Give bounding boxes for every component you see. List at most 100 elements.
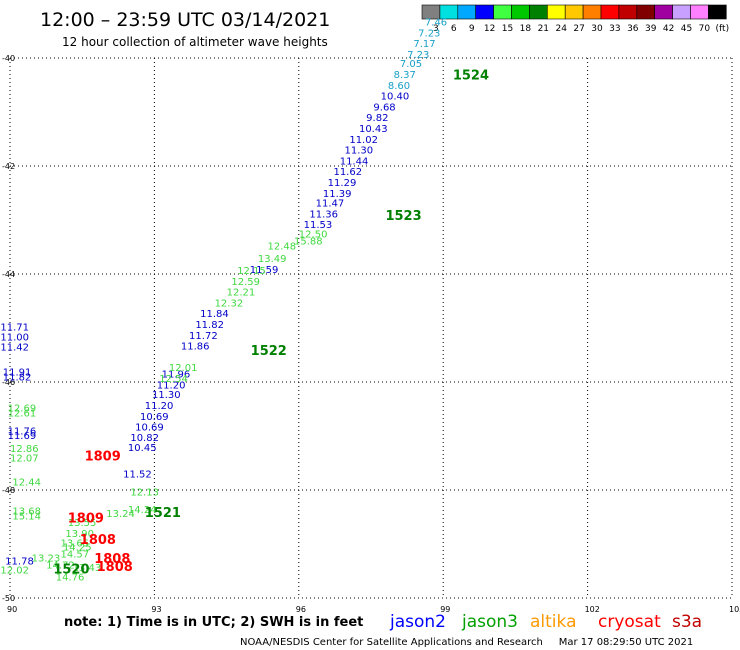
x-tick-label: 105 (729, 605, 740, 614)
data-point-label: 12.50 (299, 229, 328, 240)
data-point-label: 10.40 (381, 92, 410, 103)
data-point-label: 12.13 (130, 487, 159, 498)
track-label: 1520 (53, 563, 89, 578)
data-point-label: 10.69 (135, 423, 164, 434)
legend-item: jason3 (461, 612, 518, 632)
chart-title: 12:00 – 23:59 UTC 03/14/2021 (40, 9, 330, 31)
data-point-label: 13.49 (258, 254, 287, 265)
colorbar-swatch (457, 4, 476, 20)
colorbar-label: 36 (627, 24, 639, 34)
data-point-label: 11.86 (181, 342, 210, 353)
colorbar-label: (ft) (716, 24, 730, 34)
colorbar-label: 21 (538, 24, 549, 34)
legend-item: altika (530, 612, 577, 632)
data-point-label: 7.17 (413, 39, 435, 50)
data-point-label: 12.07 (10, 453, 39, 464)
colorbar-swatch (475, 4, 494, 20)
colorbar-label: 45 (681, 24, 692, 34)
data-point-label: 9.82 (366, 113, 388, 124)
colorbar-swatch (654, 4, 673, 20)
chart-footer: NOAA/NESDIS Center for Satellite Applica… (240, 637, 693, 648)
data-point-label: 11.29 (328, 178, 357, 189)
data-point-label: 10.45 (128, 443, 157, 454)
y-tick-label: -40 (2, 54, 15, 63)
data-point-label: 11.36 (309, 209, 338, 220)
data-point-label: 12.01 (169, 363, 198, 374)
data-point-label: 13.65 (61, 539, 90, 550)
data-point-label: 7.46 (425, 18, 447, 29)
grid: 90 93 96 99 102 105 -40 -42 -44 -46 -48 -50 (2, 54, 740, 614)
y-tick-label: -48 (2, 486, 15, 495)
legend: jason2 jason3 altika cryosat s3a (389, 612, 702, 632)
data-point-label: 8.60 (388, 81, 410, 92)
colorbar-label: 33 (609, 24, 620, 34)
colorbar-swatch (511, 4, 530, 20)
data-point-label: 1808 (94, 552, 130, 567)
data-point-label: 11.62 (333, 167, 362, 178)
data-point-label: 11.71 (0, 323, 29, 334)
data-point-label: 12.69 (8, 404, 37, 415)
data-point-label: 11.44 (340, 156, 369, 167)
data-point-label: 15.88 (294, 236, 323, 247)
data-point-label: 7.23 (407, 50, 429, 61)
data-point-label: 13.23 (32, 553, 61, 564)
track-label: 1522 (251, 344, 287, 359)
colorbar-swatch (529, 4, 548, 20)
colorbar-label: 15 (502, 24, 513, 34)
data-point-label: 11.76 (8, 426, 37, 437)
colorbar-label: 39 (645, 24, 657, 34)
data-point-label: 11.59 (250, 265, 279, 276)
data-point-label: 14.24 (128, 505, 157, 516)
data-point-label: 11.47 (316, 199, 345, 210)
data-point-label: 12.86 (10, 444, 39, 455)
data-point-label: 12.44 (12, 478, 41, 489)
colorbar-swatch (618, 4, 638, 20)
colorbar-swatch (636, 4, 655, 20)
data-point-label: 11.52 (123, 470, 152, 481)
data-point-label: 11.00 (0, 332, 29, 343)
legend-item: jason2 (389, 612, 446, 632)
data-point-label: 11.02 (349, 135, 378, 146)
colorbar-label: 27 (573, 24, 584, 34)
data-point-label: 11.69 (8, 431, 37, 442)
data-point-label: 13.90 (65, 529, 94, 540)
colorbar-swatch (600, 4, 620, 20)
data-point-label: 14.25 (63, 542, 92, 553)
data-point-label: 1808 (97, 560, 133, 575)
data-point-label: 8.37 (394, 70, 416, 81)
data-point-label: 12.59 (231, 277, 260, 288)
data-point-label: 14.57 (61, 550, 90, 561)
data-point-label: 13.68 (12, 506, 41, 517)
data-point-label: 11.84 (200, 309, 229, 320)
data-point-label: 10.43 (359, 124, 388, 135)
x-tick-label: 99 (440, 605, 450, 614)
data-point-label: 11.96 (162, 370, 191, 381)
chart-note: note: 1) Time is in UTC; 2) SWH is in fe… (64, 615, 363, 630)
y-tick-label: -44 (2, 270, 15, 279)
colorbar-label: 42 (663, 24, 674, 34)
y-tick-label: -42 (2, 162, 15, 171)
colorbar-label: 70 (699, 24, 711, 34)
legend-item: cryosat (598, 612, 661, 632)
track-label: 1523 (385, 209, 421, 224)
y-tick-label: -46 (2, 378, 15, 387)
data-point-label: 1809 (68, 511, 104, 526)
colorbar-swatch (493, 4, 512, 20)
data-point-label: 14.72 (46, 560, 75, 571)
data-point-label: 15.14 (12, 512, 41, 523)
data-point-label: 12.32 (215, 298, 244, 309)
colorbar-label: 3 (433, 24, 439, 34)
colorbar-label: 24 (555, 24, 567, 34)
data-point-label: 12.02 (0, 566, 29, 577)
data-point-label: 12.54 (159, 374, 188, 385)
track-labels: 1524 1523 1522 1521 1520 (53, 69, 489, 578)
colorbar-label: 12 (484, 24, 495, 34)
data-point-label: 11.30 (152, 390, 181, 401)
data-point-label: 14.76 (56, 573, 85, 584)
data-point-label: 12.15 (237, 266, 266, 277)
data-point-label: 11.91 (3, 368, 32, 379)
data-point-label: 12.48 (268, 242, 297, 253)
data-point-label: 7.05 (400, 59, 422, 70)
